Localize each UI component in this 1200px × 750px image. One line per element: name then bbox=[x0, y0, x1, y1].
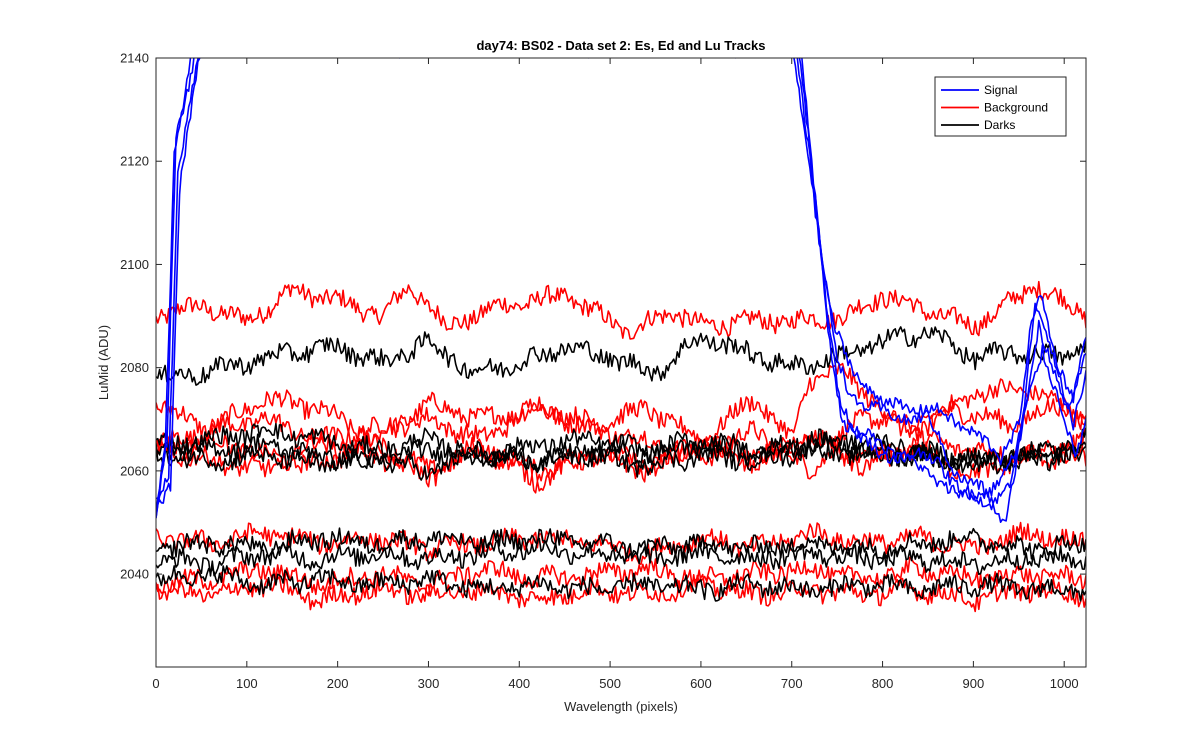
x-tick-label: 300 bbox=[418, 676, 440, 691]
y-tick-label: 2080 bbox=[120, 360, 149, 375]
series-line-darks-17 bbox=[156, 537, 1086, 577]
x-tick-label: 600 bbox=[690, 676, 712, 691]
x-tick-label: 0 bbox=[152, 676, 159, 691]
series-line-background-9 bbox=[156, 521, 1086, 566]
series-line-darks-18 bbox=[156, 565, 1086, 602]
x-tick-label: 400 bbox=[508, 676, 530, 691]
x-tick-label: 100 bbox=[236, 676, 258, 691]
series-line-background-11 bbox=[156, 573, 1086, 613]
axis-ticks: 0 100 200 300 400 500 600 700 800 900 1000 2040 2060… bbox=[120, 51, 1086, 691]
y-tick-label: 2120 bbox=[120, 154, 149, 169]
x-tick-label: 700 bbox=[781, 676, 803, 691]
x-tick-label: 1000 bbox=[1050, 676, 1079, 691]
series-line-background-4 bbox=[156, 280, 1086, 340]
series-line-darks-13 bbox=[156, 422, 1086, 474]
y-tick-label: 2100 bbox=[120, 257, 149, 272]
y-tick-label: 2140 bbox=[120, 51, 149, 66]
x-tick-label: 200 bbox=[327, 676, 349, 691]
legend-label-signal: Signal bbox=[984, 83, 1017, 97]
x-axis-label: Wavelength (pixels) bbox=[564, 699, 678, 714]
series-line-darks-12 bbox=[156, 326, 1086, 386]
series-line-signal-2 bbox=[156, 58, 1086, 519]
legend-box bbox=[934, 76, 1067, 137]
series-line-signal-3 bbox=[156, 58, 1086, 518]
series-line-darks-16 bbox=[156, 527, 1086, 560]
x-tick-label: 500 bbox=[599, 676, 621, 691]
chart-title: day74: BS02 - Data set 2: Es, Ed and Lu … bbox=[476, 38, 765, 53]
legend-label-background: Background bbox=[984, 101, 1048, 115]
series-line-signal-0 bbox=[156, 58, 1086, 515]
x-tick-label: 900 bbox=[963, 676, 985, 691]
legend: Signal Background Darks bbox=[934, 76, 1067, 137]
series-layer bbox=[156, 58, 1086, 613]
y-axis-label: LuMid (ADU) bbox=[96, 325, 111, 400]
legend-label-darks: Darks bbox=[984, 118, 1015, 132]
plot-frame bbox=[155, 57, 1087, 668]
y-tick-label: 2040 bbox=[120, 567, 149, 582]
series-line-darks-14 bbox=[156, 428, 1086, 474]
x-tick-label: 800 bbox=[872, 676, 894, 691]
series-line-signal-1 bbox=[156, 58, 1086, 524]
y-tick-label: 2060 bbox=[120, 463, 149, 478]
series-line-background-5 bbox=[156, 378, 1086, 480]
